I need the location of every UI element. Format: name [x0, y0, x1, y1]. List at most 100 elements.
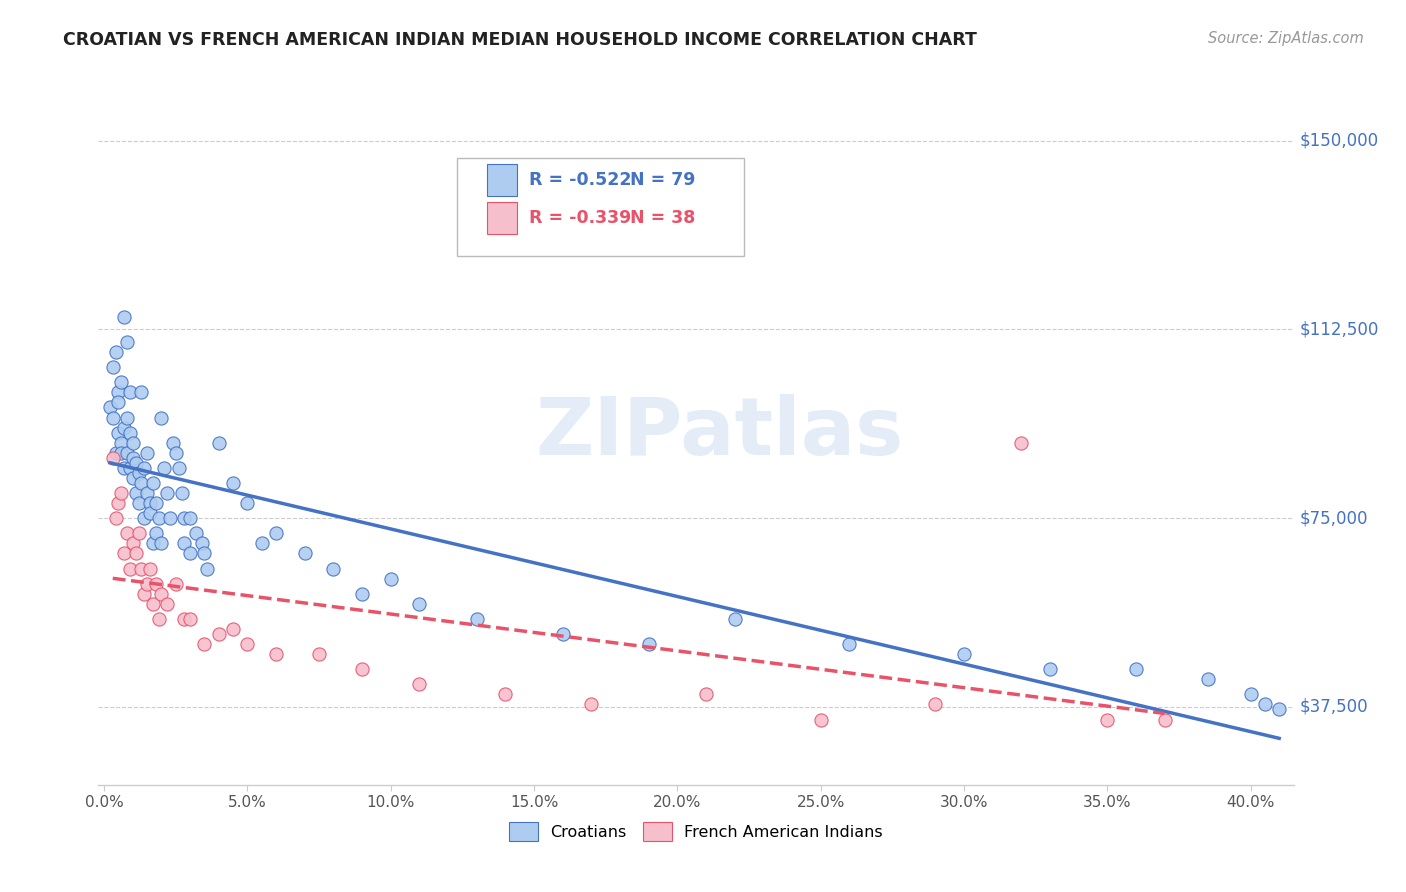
Text: N = 38: N = 38 — [630, 209, 696, 227]
Point — [156, 486, 179, 500]
Point — [104, 511, 127, 525]
Point — [1197, 673, 1219, 687]
Text: N = 79: N = 79 — [630, 171, 696, 189]
Point — [150, 410, 173, 425]
Point — [101, 450, 124, 465]
Point — [838, 637, 860, 651]
Point — [408, 597, 430, 611]
Point — [1153, 713, 1175, 727]
Point — [110, 435, 132, 450]
Point — [494, 687, 516, 701]
Point — [193, 546, 215, 560]
Point — [124, 486, 146, 500]
Point — [294, 546, 316, 560]
Point — [179, 511, 201, 525]
Point — [118, 460, 141, 475]
Text: R = -0.339: R = -0.339 — [529, 209, 631, 227]
Text: R = -0.522: R = -0.522 — [529, 171, 631, 189]
Point — [695, 687, 717, 701]
Point — [953, 647, 976, 661]
Point — [179, 546, 201, 560]
Point — [131, 385, 153, 400]
Text: $112,500: $112,500 — [1299, 320, 1379, 338]
Point — [139, 561, 162, 575]
Text: ZIPatlas: ZIPatlas — [536, 393, 904, 472]
Text: $75,000: $75,000 — [1299, 509, 1368, 527]
Point — [131, 475, 153, 490]
Point — [134, 511, 156, 525]
Point — [112, 546, 135, 560]
Point — [104, 345, 127, 359]
Point — [165, 446, 187, 460]
Point — [112, 310, 135, 324]
Point — [308, 647, 330, 661]
Point — [153, 460, 176, 475]
Point — [134, 460, 156, 475]
Point — [104, 446, 127, 460]
Point — [128, 466, 150, 480]
Point — [115, 410, 138, 425]
Point — [264, 647, 287, 661]
Text: CROATIAN VS FRENCH AMERICAN INDIAN MEDIAN HOUSEHOLD INCOME CORRELATION CHART: CROATIAN VS FRENCH AMERICAN INDIAN MEDIA… — [63, 31, 977, 49]
Point — [170, 486, 193, 500]
Point — [148, 612, 170, 626]
Point — [1097, 713, 1119, 727]
FancyBboxPatch shape — [457, 158, 744, 257]
Point — [1125, 662, 1147, 676]
Point — [380, 572, 402, 586]
Point — [408, 677, 430, 691]
Point — [250, 536, 273, 550]
Point — [118, 385, 141, 400]
Point — [179, 612, 201, 626]
Point — [98, 401, 121, 415]
Point — [159, 511, 181, 525]
Point — [165, 576, 187, 591]
Point — [124, 456, 146, 470]
Point — [222, 475, 245, 490]
Point — [121, 471, 143, 485]
Point — [139, 496, 162, 510]
Point — [145, 576, 167, 591]
Point — [110, 446, 132, 460]
Point — [115, 334, 138, 349]
Point — [118, 425, 141, 440]
Point — [724, 612, 747, 626]
Point — [208, 435, 231, 450]
Point — [924, 698, 946, 712]
Point — [107, 425, 129, 440]
Point — [150, 536, 173, 550]
Point — [352, 587, 374, 601]
Point — [121, 435, 143, 450]
Point — [142, 475, 165, 490]
Point — [193, 637, 215, 651]
Point — [128, 496, 150, 510]
Point — [156, 597, 179, 611]
Point — [112, 460, 135, 475]
Point — [142, 536, 165, 550]
Point — [173, 536, 195, 550]
Text: $150,000: $150,000 — [1299, 132, 1379, 150]
Legend: Croatians, French American Indians: Croatians, French American Indians — [502, 815, 890, 847]
Point — [107, 385, 129, 400]
Point — [173, 511, 195, 525]
Point — [118, 561, 141, 575]
Point — [107, 395, 129, 409]
Point — [121, 450, 143, 465]
Point — [136, 486, 159, 500]
Point — [184, 526, 207, 541]
Point — [208, 627, 231, 641]
Point — [101, 410, 124, 425]
Point — [465, 612, 488, 626]
Point — [1010, 435, 1032, 450]
Point — [136, 576, 159, 591]
Point — [167, 460, 190, 475]
Point — [190, 536, 212, 550]
Point — [115, 526, 138, 541]
Point — [112, 420, 135, 434]
Point — [264, 526, 287, 541]
Text: $37,500: $37,500 — [1299, 698, 1368, 716]
Point — [1268, 702, 1291, 716]
Point — [148, 511, 170, 525]
Point — [810, 713, 832, 727]
Point — [236, 496, 259, 510]
